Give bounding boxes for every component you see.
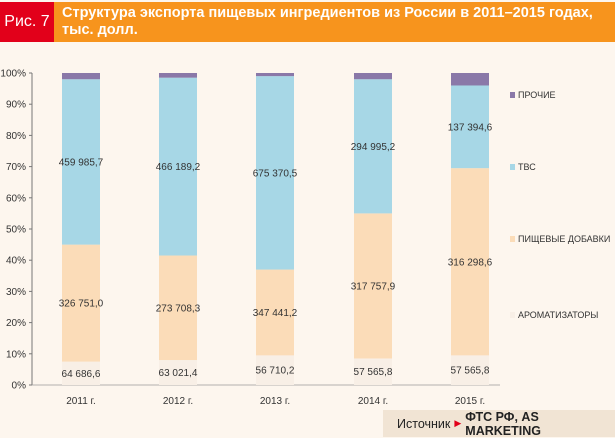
bar-segment	[256, 269, 294, 356]
legend-label: ПИЩЕВЫЕ ДОБАВКИ	[518, 234, 610, 244]
source-name: ФТС РФ, AS MARKETING	[465, 409, 541, 438]
data-label: 294 995,2	[351, 142, 396, 153]
bar-segment	[62, 361, 100, 385]
y-tick-label: 60%	[6, 193, 26, 204]
data-label: 273 708,3	[156, 303, 201, 314]
data-label: 459 985,7	[59, 157, 104, 168]
bar-segment	[159, 73, 197, 78]
bar-segment	[451, 168, 489, 356]
data-label: 57 565,8	[451, 366, 490, 377]
data-label: 56 710,2	[256, 366, 295, 377]
data-label: 63 021,4	[159, 368, 198, 379]
bar-segment	[451, 85, 489, 169]
x-tick-label: 2013 г.	[260, 396, 290, 407]
bar-segment	[256, 73, 294, 77]
data-label: 57 565,8	[354, 367, 393, 378]
bar-segment	[256, 355, 294, 385]
chart: 0% 10% 20% 30% 40% 50% 60% 70% 80% 90% 100% 64 686,…	[0, 69, 610, 408]
legend-swatch	[510, 312, 515, 318]
y-tick-label: 90%	[6, 100, 26, 111]
bar-segment	[62, 73, 100, 80]
y-tick-label: 70%	[6, 162, 26, 173]
bar-segment	[354, 358, 392, 385]
y-tick-label: 20%	[6, 318, 26, 329]
bar-segment	[354, 79, 392, 214]
bar-segment	[159, 77, 197, 256]
y-tick-label: 100%	[0, 69, 26, 80]
data-label: 466 189,2	[156, 162, 201, 173]
bar-segment	[256, 76, 294, 270]
data-label: 326 751,0	[59, 299, 104, 310]
y-tick-label: 40%	[6, 256, 26, 267]
x-tick-label: 2014 г.	[358, 396, 388, 407]
y-tick-label: 10%	[6, 349, 26, 360]
source-label: Источник	[397, 416, 451, 431]
bar-segment	[62, 79, 100, 245]
header: Рис. 7 Структура экспорта пищевых ингред…	[0, 0, 615, 50]
legend-swatch	[510, 236, 515, 242]
y-tick-label: 30%	[6, 287, 26, 298]
bar-segment	[159, 360, 197, 385]
x-tick-label: 2012 г.	[163, 396, 193, 407]
legend-label: АРОМАТИЗАТОРЫ	[518, 310, 598, 320]
bar-segment	[354, 213, 392, 359]
bar-segment	[62, 244, 100, 362]
data-label: 347 441,2	[253, 308, 298, 319]
data-label: 317 757,9	[351, 281, 396, 292]
y-tick-label: 0%	[12, 381, 27, 392]
arrow-icon: ▶	[454, 418, 462, 428]
x-tick-label: 2015 г.	[455, 396, 485, 407]
bar-segment	[451, 355, 489, 385]
legend-swatch	[510, 92, 515, 98]
figure-label: Рис. 7	[0, 2, 54, 42]
legend-label: ТВС	[518, 162, 536, 172]
data-label: 137 394,6	[448, 122, 493, 133]
y-tick-label: 50%	[6, 225, 26, 236]
x-tick-label: 2011 г.	[66, 396, 96, 407]
data-label: 675 370,5	[253, 168, 298, 179]
legend-swatch	[510, 164, 515, 170]
bar-segment	[451, 73, 489, 86]
legend-label: ПРОЧИЕ	[518, 90, 556, 100]
chart-title: Структура экспорта пищевых ингредиентов …	[54, 2, 615, 42]
data-label: 316 298,6	[448, 257, 493, 268]
y-tick-label: 80%	[6, 131, 26, 142]
data-label: 64 686,6	[62, 369, 101, 380]
bar-segment	[354, 73, 392, 80]
source-note: Источник ▶ ФТС РФ, AS MARKETING	[383, 409, 615, 438]
bar-segment	[159, 255, 197, 361]
